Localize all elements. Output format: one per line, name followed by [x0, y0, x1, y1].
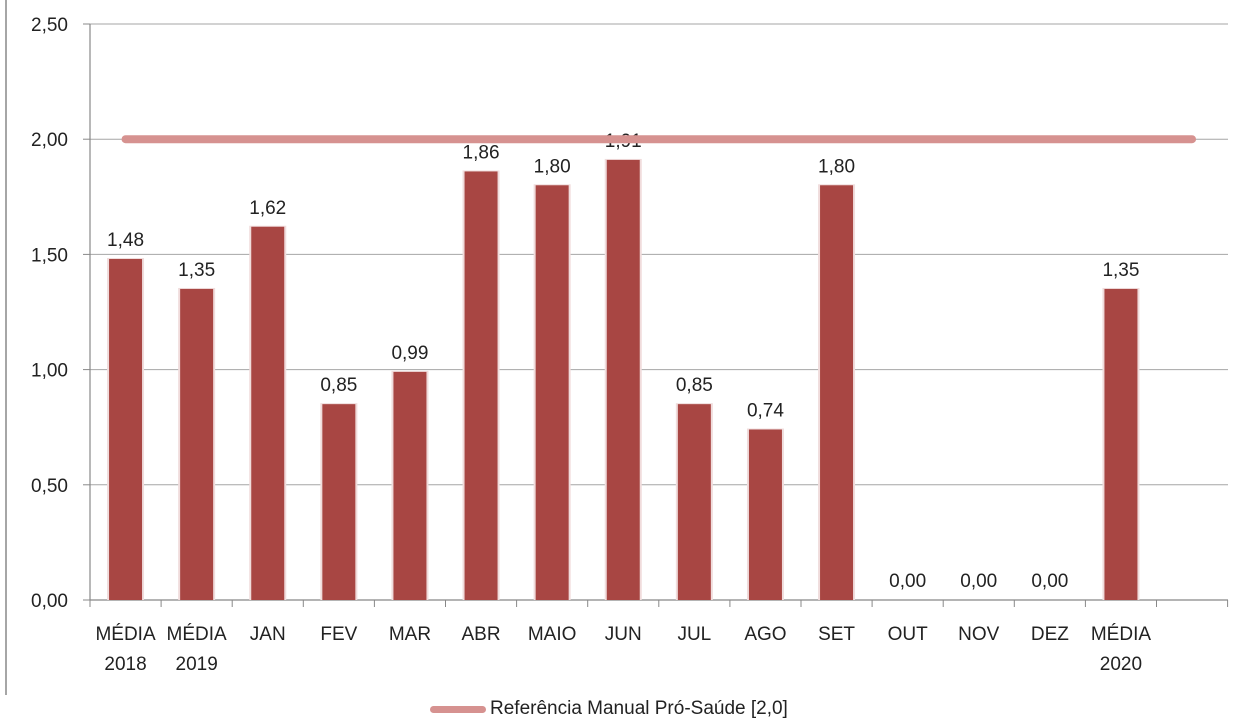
legend-label-reference: Referência Manual Pró-Saúde [2,0]	[490, 698, 788, 719]
x-tick-label: JUL	[677, 624, 711, 645]
x-tick-label: MÉDIA	[1091, 624, 1152, 645]
x-tick-label: SET	[818, 624, 855, 645]
data-label: 1,80	[534, 156, 571, 177]
data-label: 1,86	[463, 142, 500, 163]
y-tick-label: 1,00	[31, 361, 68, 382]
data-label: 0,00	[1031, 571, 1068, 592]
data-label: 0,85	[320, 375, 357, 396]
data-label: 1,80	[818, 156, 855, 177]
x-tick-label: MÉDIA	[95, 624, 156, 645]
x-tick-label: JUN	[605, 624, 642, 645]
x-tick-label: 2020	[1100, 654, 1142, 675]
data-label: 0,00	[960, 571, 997, 592]
bar	[393, 371, 427, 600]
y-tick-label: 1,50	[31, 245, 68, 266]
data-label: 0,00	[889, 571, 926, 592]
x-tick-label: AGO	[744, 624, 786, 645]
bar-chart: 0,00 0,50 1,00 1,50 2,00 2,50 1,48 MÉDIA 2018 1,3…	[5, 0, 1229, 695]
bar	[322, 404, 356, 600]
y-tick-label: 0,00	[31, 591, 68, 612]
data-label: 1,48	[107, 230, 144, 251]
bar	[251, 226, 285, 600]
data-label: 1,35	[1102, 260, 1139, 281]
bar	[464, 171, 498, 600]
x-tick-label: DEZ	[1031, 624, 1069, 645]
legend: Referência Manual Pró-Saúde [2,0]	[430, 696, 788, 722]
data-label: 0,99	[391, 343, 428, 364]
bar	[820, 185, 854, 600]
data-label: 1,62	[249, 198, 286, 219]
x-tick-label: 2018	[104, 654, 146, 675]
bar	[180, 288, 214, 600]
bar	[606, 159, 640, 600]
bar	[1104, 288, 1138, 600]
x-tick-label: NOV	[958, 624, 1000, 645]
bar	[109, 259, 143, 600]
y-tick-label: 2,50	[31, 15, 68, 36]
legend-swatch-reference	[430, 705, 486, 713]
x-tick-label: OUT	[888, 624, 929, 645]
bar	[677, 404, 711, 600]
bar	[748, 429, 782, 600]
bar	[535, 185, 569, 600]
x-tick-label: 2019	[176, 654, 218, 675]
y-tick-label: 0,50	[31, 476, 68, 497]
x-tick-label: ABR	[462, 624, 501, 645]
data-label: 0,85	[676, 375, 713, 396]
x-tick-label: MAIO	[528, 624, 577, 645]
x-tick-label: JAN	[250, 624, 286, 645]
data-label: 0,74	[747, 401, 784, 422]
y-tick-label: 2,00	[31, 130, 68, 151]
x-tick-label: MÉDIA	[167, 624, 228, 645]
x-tick-label: FEV	[320, 624, 357, 645]
x-tick-label: MAR	[389, 624, 431, 645]
data-label: 1,35	[178, 260, 215, 281]
